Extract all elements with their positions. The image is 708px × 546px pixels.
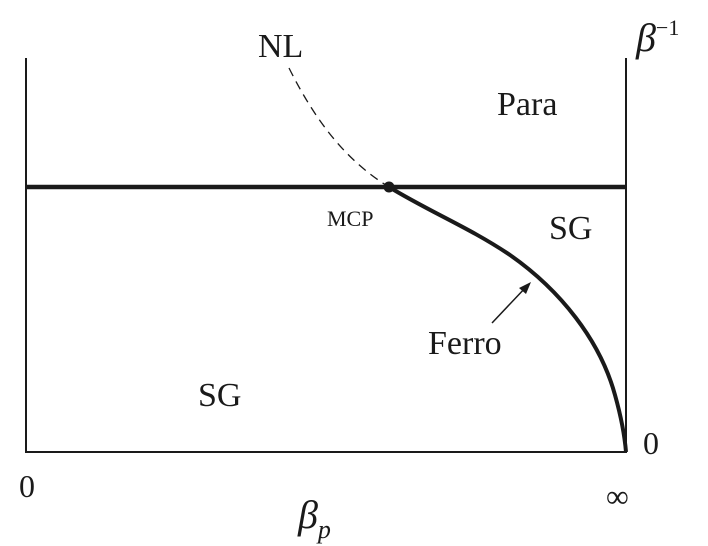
nl-label: NL — [258, 28, 304, 65]
y-axis-superscript: −1 — [655, 15, 680, 40]
x-tick-infinity: ∞ — [606, 478, 629, 514]
y-axis-label: β−1 — [636, 15, 680, 60]
y-tick-zero: 0 — [643, 425, 659, 461]
ferro-arrow-head — [519, 282, 531, 294]
x-axis-label: βp — [298, 492, 331, 543]
sg-right-label: SG — [549, 210, 593, 247]
sg-left-label: SG — [198, 377, 242, 414]
x-axis-subscript: p — [317, 515, 331, 544]
x-tick-zero: 0 — [19, 468, 35, 504]
y-axis-symbol: β — [636, 15, 656, 60]
x-axis-symbol: β — [298, 492, 318, 537]
nishimori-line — [288, 67, 390, 188]
mcp-label: MCP — [327, 206, 374, 231]
para-label: Para — [497, 86, 558, 123]
ferro-arrow-line — [491, 285, 528, 324]
ferro-boundary — [387, 185, 628, 453]
ferro-label: Ferro — [428, 325, 502, 362]
mcp-point — [383, 181, 395, 193]
